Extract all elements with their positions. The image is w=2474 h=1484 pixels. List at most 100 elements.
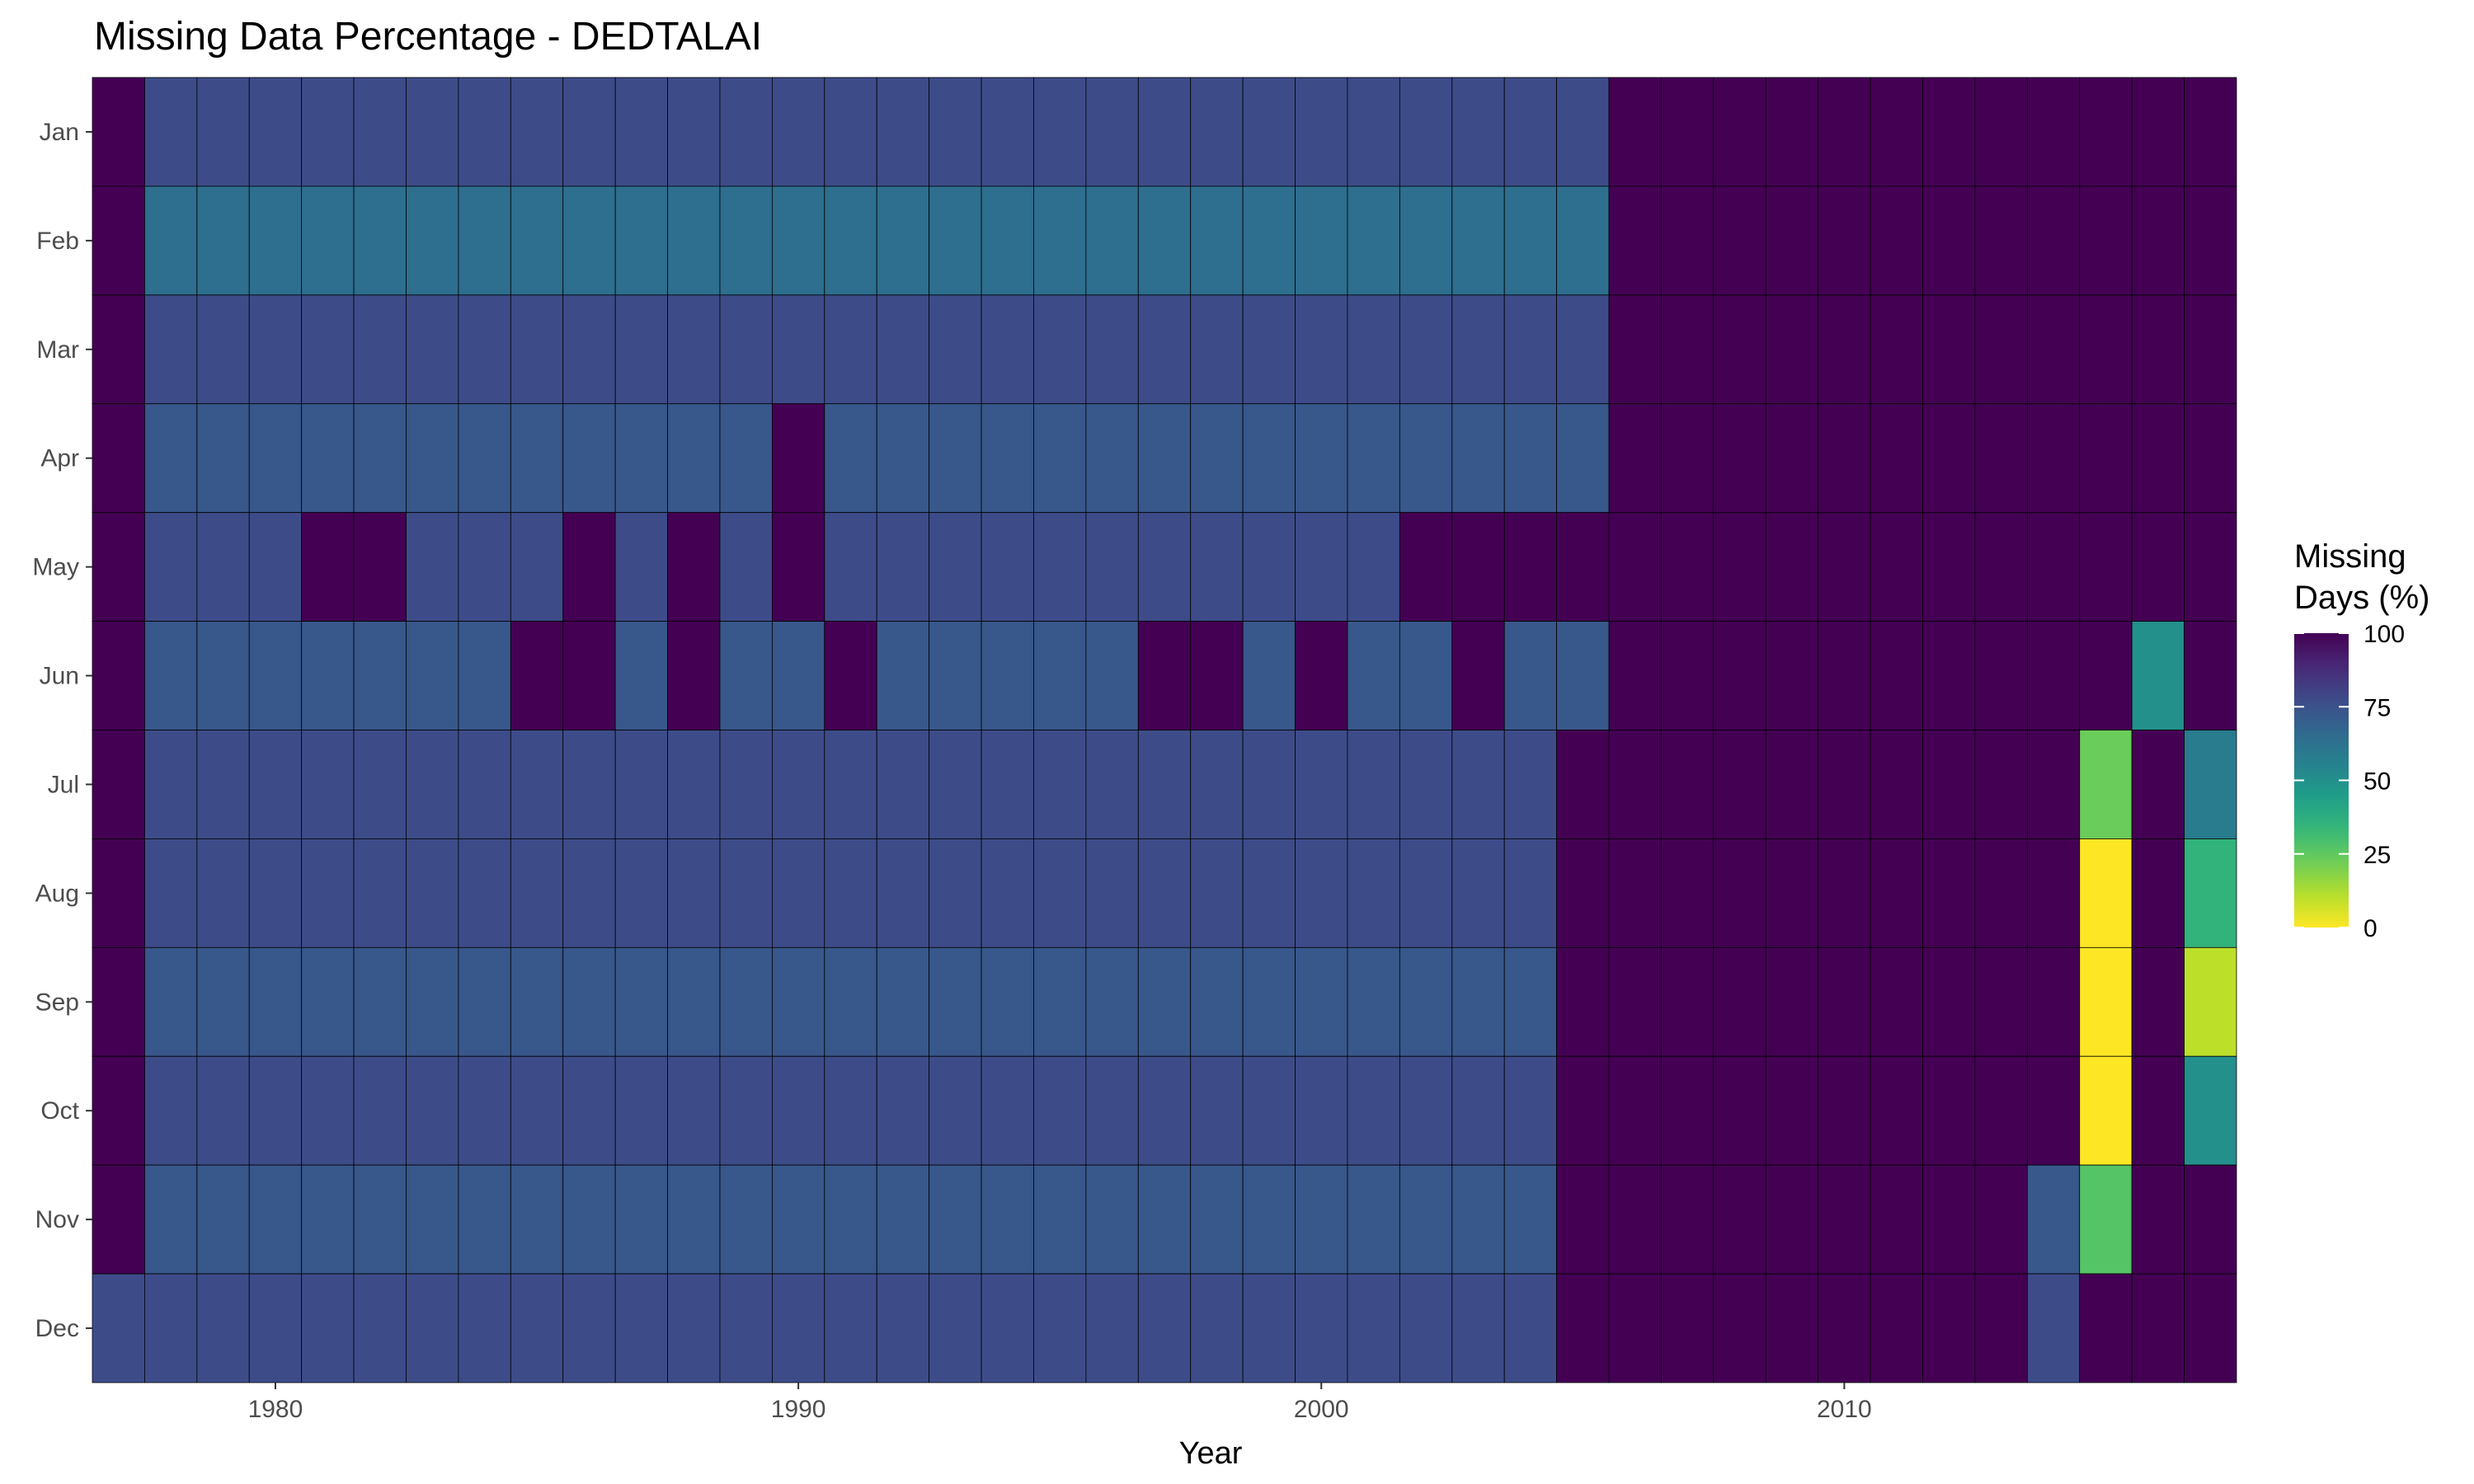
heatmap-cell-oct-1981 bbox=[301, 1055, 355, 1166]
heatmap-cell-oct-2013 bbox=[1974, 1055, 2028, 1166]
heatmap-cell-oct-1997 bbox=[1137, 1055, 1192, 1166]
heatmap-cell-sep-1978 bbox=[144, 946, 198, 1057]
heatmap-cell-jun-1978 bbox=[144, 621, 198, 730]
heatmap-cell-jan-1978 bbox=[144, 77, 198, 187]
heatmap-cell-apr-1977 bbox=[92, 403, 145, 514]
heatmap-cell-dec-1982 bbox=[353, 1273, 407, 1383]
heatmap-cell-mar-2013 bbox=[1974, 294, 2028, 405]
heatmap-cell-jan-1980 bbox=[248, 77, 303, 187]
heatmap-cell-sep-2002 bbox=[1399, 946, 1453, 1057]
heatmap-cell-apr-2010 bbox=[1818, 403, 1871, 514]
heatmap-cell-feb-2000 bbox=[1295, 186, 1348, 296]
heatmap-cell-nov-1995 bbox=[1033, 1164, 1087, 1275]
heatmap-cell-sep-2009 bbox=[1765, 946, 1819, 1057]
heatmap-cell-nov-1982 bbox=[353, 1164, 407, 1275]
x-tick-label-1990: 1990 bbox=[771, 1396, 826, 1423]
heatmap-cell-jan-1994 bbox=[981, 77, 1034, 187]
heatmap-cell-jan-1999 bbox=[1242, 77, 1296, 187]
heatmap-cell-jul-1986 bbox=[562, 730, 616, 839]
heatmap-cell-mar-2007 bbox=[1661, 294, 1714, 405]
heatmap-cell-sep-1984 bbox=[458, 946, 511, 1057]
heatmap-cell-jun-1996 bbox=[1085, 621, 1139, 730]
heatmap-cell-apr-1999 bbox=[1242, 403, 1296, 514]
heatmap-cell-mar-2017 bbox=[2184, 294, 2237, 405]
heatmap-cell-jan-1993 bbox=[929, 77, 982, 187]
heatmap-cell-mar-1996 bbox=[1085, 294, 1139, 405]
heatmap-cell-jul-2011 bbox=[1870, 730, 1923, 839]
heatmap-cell-dec-1997 bbox=[1137, 1273, 1192, 1383]
heatmap-cell-nov-2013 bbox=[1974, 1164, 2028, 1275]
heatmap-cell-mar-1991 bbox=[824, 294, 877, 405]
heatmap-cell-sep-2017 bbox=[2184, 946, 2237, 1057]
heatmap-cell-aug-1980 bbox=[248, 838, 303, 948]
heatmap-cell-jul-2008 bbox=[1713, 730, 1766, 839]
heatmap-cell-jun-2003 bbox=[1451, 621, 1505, 730]
heatmap-cell-jan-1992 bbox=[876, 77, 930, 187]
heatmap-cell-jan-1996 bbox=[1085, 77, 1139, 187]
y-tick-label-feb: Feb bbox=[36, 228, 79, 255]
heatmap-cell-apr-1993 bbox=[929, 403, 982, 514]
heatmap-cell-jul-2004 bbox=[1503, 730, 1558, 839]
heatmap-cell-mar-1992 bbox=[876, 294, 930, 405]
heatmap-cell-sep-1986 bbox=[562, 946, 616, 1057]
x-tick-label-2010: 2010 bbox=[1817, 1396, 1872, 1423]
heatmap-cell-feb-2013 bbox=[1974, 186, 2028, 296]
heatmap-cell-feb-1978 bbox=[144, 186, 198, 296]
heatmap-cell-may-2001 bbox=[1347, 512, 1400, 622]
heatmap-cell-may-1991 bbox=[824, 512, 877, 622]
heatmap-cell-may-1980 bbox=[248, 512, 303, 622]
heatmap-cell-jul-1998 bbox=[1190, 730, 1244, 839]
legend-label-0: 0 bbox=[2363, 915, 2378, 942]
heatmap-cell-dec-1993 bbox=[929, 1273, 982, 1383]
heatmap-cell-sep-2003 bbox=[1451, 946, 1505, 1057]
heatmap-cell-dec-2006 bbox=[1608, 1273, 1662, 1383]
heatmap-cell-apr-1990 bbox=[771, 403, 825, 514]
heatmap-cell-dec-2003 bbox=[1451, 1273, 1505, 1383]
heatmap-cell-feb-1993 bbox=[929, 186, 982, 296]
heatmap-cell-may-2014 bbox=[2026, 512, 2081, 622]
heatmap-cell-mar-1986 bbox=[562, 294, 616, 405]
heatmap-cell-aug-2013 bbox=[1974, 838, 2028, 948]
heatmap-cell-oct-1979 bbox=[196, 1055, 250, 1166]
heatmap-cell-apr-2012 bbox=[1922, 403, 1976, 514]
heatmap-cell-jul-1992 bbox=[876, 730, 930, 839]
heatmap-cell-oct-2014 bbox=[2026, 1055, 2081, 1166]
heatmap-cell-jun-2001 bbox=[1347, 621, 1400, 730]
heatmap-cell-jun-2013 bbox=[1974, 621, 2028, 730]
heatmap-cell-oct-1985 bbox=[510, 1055, 564, 1166]
heatmap-cell-aug-1990 bbox=[771, 838, 825, 948]
y-tick-label-jul: Jul bbox=[48, 771, 79, 798]
heatmap-cell-nov-2000 bbox=[1295, 1164, 1348, 1275]
heatmap-cell-dec-2000 bbox=[1295, 1273, 1348, 1383]
heatmap-cell-dec-2002 bbox=[1399, 1273, 1453, 1383]
heatmap-cell-jan-2013 bbox=[1974, 77, 2028, 187]
heatmap-cell-dec-2017 bbox=[2184, 1273, 2237, 1383]
heatmap-cell-may-1998 bbox=[1190, 512, 1244, 622]
heatmap-cell-jul-2016 bbox=[2131, 730, 2185, 839]
heatmap-cell-jan-2006 bbox=[1608, 77, 1662, 187]
heatmap-cell-feb-1989 bbox=[719, 186, 773, 296]
heatmap-cell-dec-1994 bbox=[981, 1273, 1034, 1383]
heatmap-cell-apr-1991 bbox=[824, 403, 877, 514]
heatmap-cell-nov-2003 bbox=[1451, 1164, 1505, 1275]
heatmap-cell-sep-2007 bbox=[1661, 946, 1714, 1057]
heatmap-cell-aug-2017 bbox=[2184, 838, 2237, 948]
heatmap-cell-mar-1985 bbox=[510, 294, 564, 405]
heatmap-cell-jun-1977 bbox=[92, 621, 145, 730]
heatmap-cell-nov-1983 bbox=[406, 1164, 459, 1275]
heatmap-cell-mar-1984 bbox=[458, 294, 511, 405]
heatmap-cell-jan-2001 bbox=[1347, 77, 1400, 187]
heatmap-cell-apr-2013 bbox=[1974, 403, 2028, 514]
heatmap-cell-jul-2002 bbox=[1399, 730, 1453, 839]
heatmap-cell-mar-2001 bbox=[1347, 294, 1400, 405]
heatmap-cell-apr-1995 bbox=[1033, 403, 1087, 514]
heatmap-cell-mar-2003 bbox=[1451, 294, 1505, 405]
heatmap-cell-aug-1989 bbox=[719, 838, 773, 948]
heatmap-cell-sep-1979 bbox=[196, 946, 250, 1057]
heatmap-cell-may-1982 bbox=[353, 512, 407, 622]
heatmap-cell-sep-1990 bbox=[771, 946, 825, 1057]
heatmap-cell-feb-1992 bbox=[876, 186, 930, 296]
heatmap-cell-jan-2015 bbox=[2079, 77, 2133, 187]
heatmap-cell-oct-2008 bbox=[1713, 1055, 1766, 1166]
heatmap-cell-jun-1990 bbox=[771, 621, 825, 730]
